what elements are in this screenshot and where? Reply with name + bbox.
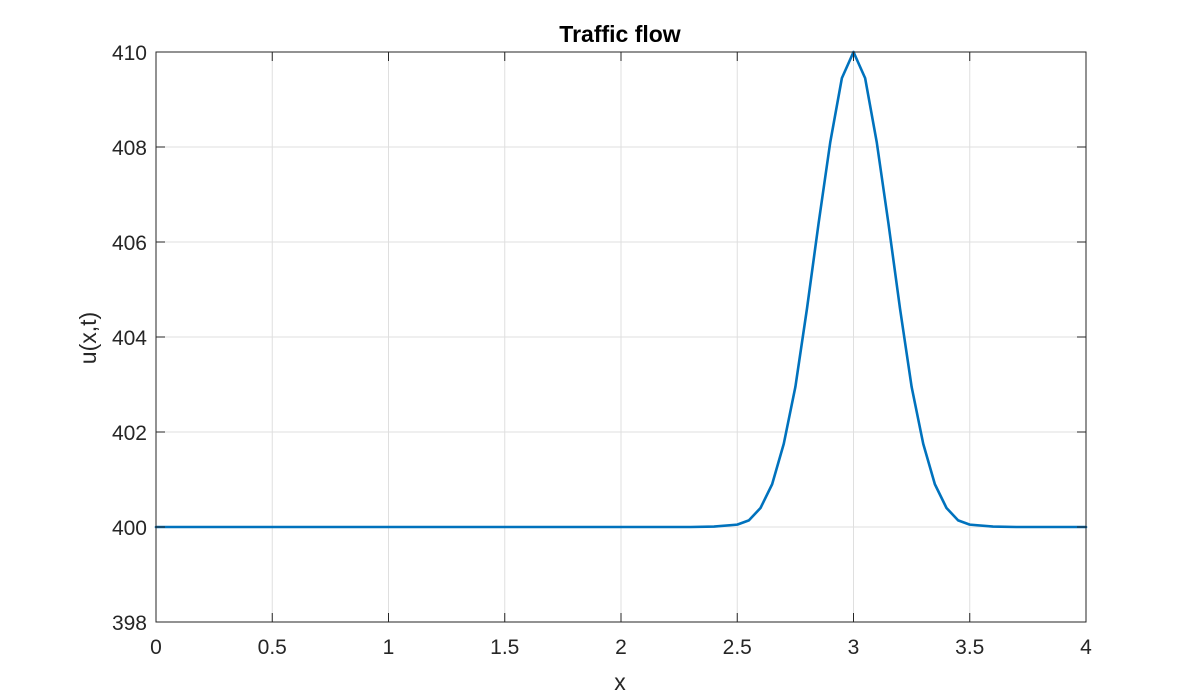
axes bbox=[155, 51, 1087, 623]
x-tick-label: 2.5 bbox=[723, 636, 752, 659]
chart-title: Traffic flow bbox=[559, 21, 681, 47]
x-tick-label: 1 bbox=[383, 636, 395, 659]
y-tick-label: 406 bbox=[112, 232, 147, 255]
y-tick-label: 410 bbox=[112, 42, 147, 65]
x-tick-label: 0 bbox=[150, 636, 162, 659]
tick-labels: 0 0.5 1 1.5 2 2.5 3 3.5 4 398 400 402 404 406 408 410 bbox=[112, 42, 1092, 659]
y-tick-label: 400 bbox=[112, 517, 147, 540]
grid bbox=[155, 51, 1087, 623]
y-axis-label: u(x,t) bbox=[75, 312, 101, 364]
y-tick-label: 408 bbox=[112, 137, 147, 160]
x-axis-label: x bbox=[614, 669, 626, 695]
x-tick-label: 4 bbox=[1080, 636, 1092, 659]
plot-data bbox=[154, 50, 1088, 529]
x-tick-label: 2 bbox=[615, 636, 627, 659]
x-tick-label: 3.5 bbox=[955, 636, 984, 659]
y-tick-label: 404 bbox=[112, 327, 147, 350]
x-tick-label: 3 bbox=[848, 636, 860, 659]
y-tick-label: 402 bbox=[112, 422, 147, 445]
x-tick-label: 1.5 bbox=[490, 636, 519, 659]
series-line bbox=[154, 50, 1088, 529]
x-tick-label: 0.5 bbox=[258, 636, 287, 659]
y-tick-label: 398 bbox=[112, 612, 147, 635]
